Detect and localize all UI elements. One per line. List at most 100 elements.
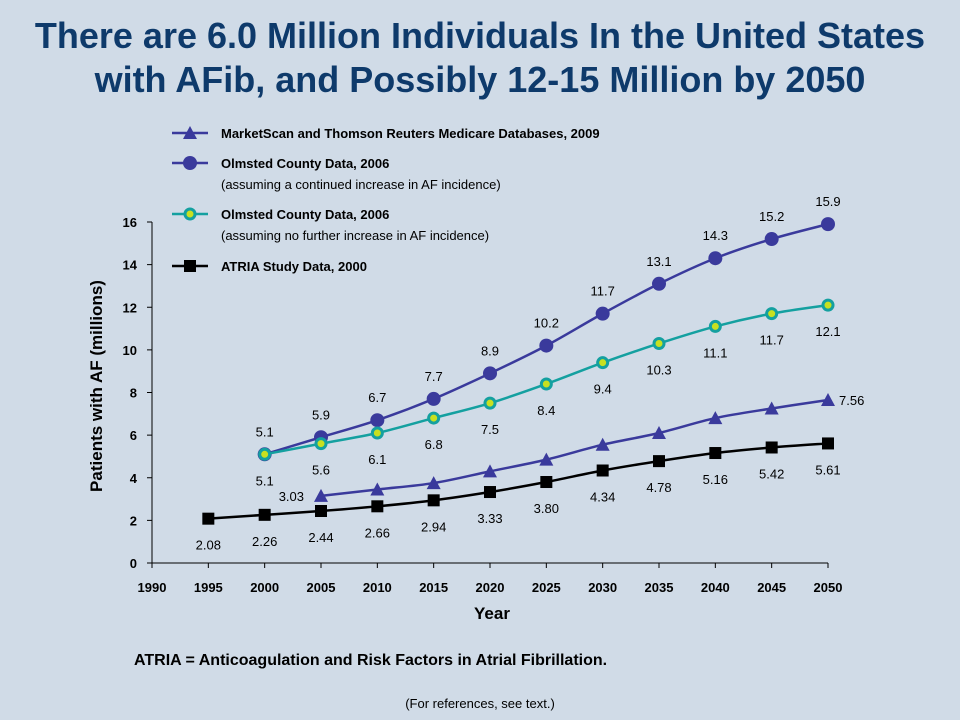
y-tick-label: 2 [130, 513, 137, 528]
data-point [708, 251, 723, 266]
data-point [595, 437, 610, 451]
data-label: 15.2 [759, 209, 784, 224]
legend-marker [183, 156, 197, 170]
data-point [371, 500, 384, 513]
data-point [821, 392, 835, 406]
data-point [370, 413, 385, 428]
chart-legend: MarketScan and Thomson Reuters Medicare … [172, 126, 600, 274]
x-tick-label: 2025 [532, 580, 561, 595]
data-label: 13.1 [646, 254, 671, 269]
series-line [208, 442, 829, 520]
data-point [539, 338, 554, 353]
data-label: 5.42 [759, 466, 784, 481]
x-tick-label: 2020 [476, 580, 505, 595]
data-label: 11.7 [759, 333, 783, 348]
data-point [370, 482, 385, 496]
x-tick-label: 2035 [645, 580, 674, 595]
data-label: 6.1 [368, 452, 386, 467]
data-point [653, 455, 665, 468]
data-point [708, 319, 722, 333]
data-label: 5.9 [312, 407, 330, 422]
chart-data-labels: 3.03 7.56 5.1 5.9 6.7 7.7 8.9 10.2 11.7 13.1 14.3 1… [196, 194, 865, 553]
legend-sublabel: (assuming no further increase in AF inci… [221, 228, 489, 243]
data-point [765, 441, 778, 454]
x-tick-label: 2000 [250, 580, 279, 595]
data-label: 9.4 [594, 382, 612, 397]
data-label: 15.9 [815, 194, 840, 209]
data-label: 11.1 [703, 345, 727, 360]
legend-marker [184, 260, 196, 272]
data-label: 7.5 [481, 422, 499, 437]
data-label: 12.1 [815, 324, 840, 339]
data-label: 5.1 [256, 424, 274, 439]
data-label: 5.16 [703, 472, 728, 487]
y-tick-label: 0 [130, 556, 137, 571]
x-tick-label: 2030 [588, 580, 617, 595]
legend-sublabel: (assuming a continued increase in AF inc… [221, 177, 501, 192]
x-tick-label: 2040 [701, 580, 730, 595]
data-point [821, 298, 835, 312]
data-label: 6.8 [425, 437, 443, 452]
data-label: 7.56 [839, 393, 864, 408]
data-label: 2.94 [421, 519, 446, 534]
y-tick-label: 10 [123, 343, 137, 358]
x-tick-label: 1995 [194, 580, 223, 595]
data-point [202, 512, 215, 525]
data-point [652, 276, 666, 291]
series-line [320, 398, 829, 498]
data-point [315, 504, 327, 517]
legend-label: ATRIA Study Data, 2000 [221, 259, 367, 274]
series-4 [202, 437, 834, 525]
data-point [596, 464, 609, 477]
x-axis-title: Year [474, 604, 510, 623]
data-label: 8.4 [537, 403, 555, 418]
y-tick-label: 8 [130, 386, 137, 401]
data-point [822, 437, 834, 450]
data-point [370, 426, 384, 440]
data-label: 10.2 [534, 316, 559, 331]
data-point [314, 488, 328, 502]
y-axis-title: Patients with AF (millions) [87, 280, 106, 492]
x-tick-label: 1990 [138, 580, 167, 595]
data-label: 7.7 [425, 369, 443, 384]
data-label: 4.34 [590, 490, 615, 505]
slide-title: There are 6.0 Million Individuals In the… [0, 14, 960, 102]
data-label: 8.9 [481, 343, 499, 358]
data-point [258, 447, 272, 461]
data-point [765, 307, 779, 321]
title-line-2: with AFib, and Possibly 12-15 Million by… [94, 59, 866, 100]
data-point [596, 356, 610, 370]
x-tick-label: 2005 [307, 580, 336, 595]
data-point [539, 377, 553, 391]
legend-entry-1: MarketScan and Thomson Reuters Medicare … [172, 126, 600, 141]
data-label: 6.7 [368, 390, 386, 405]
chart-axes: 1990 1995 2000 2005 2 0 10 2015 2020 2025 2030 2035… [87, 215, 842, 623]
reference-note: (For references, see text.) [405, 696, 555, 711]
y-tick-label: 12 [123, 300, 137, 315]
data-label: 10.3 [646, 362, 671, 377]
data-label: 2.08 [196, 538, 221, 553]
data-label: 3.03 [279, 489, 304, 504]
y-tick-label: 16 [123, 215, 137, 230]
x-tick-label: 2015 [419, 580, 448, 595]
data-label: 2.44 [308, 530, 333, 545]
data-point [484, 486, 496, 499]
legend-label: MarketScan and Thomson Reuters Medicare … [221, 126, 600, 141]
series-2 [257, 217, 835, 462]
data-label: 3.33 [477, 511, 502, 526]
data-point [540, 476, 553, 489]
data-label: 11.7 [590, 284, 614, 299]
data-point [258, 508, 271, 521]
legend-entry-4: ATRIA Study Data, 2000 [172, 259, 367, 274]
data-point [427, 411, 441, 425]
data-label: 4.78 [646, 480, 671, 495]
legend-label: Olmsted County Data, 2006 [221, 156, 389, 171]
data-point [821, 217, 835, 232]
data-point [427, 494, 440, 507]
data-point [483, 366, 497, 381]
data-label: 2.26 [252, 534, 277, 549]
data-point [426, 391, 441, 406]
title-line-1: There are 6.0 Million Individuals In the… [34, 15, 926, 56]
data-label: 14.3 [703, 228, 728, 243]
